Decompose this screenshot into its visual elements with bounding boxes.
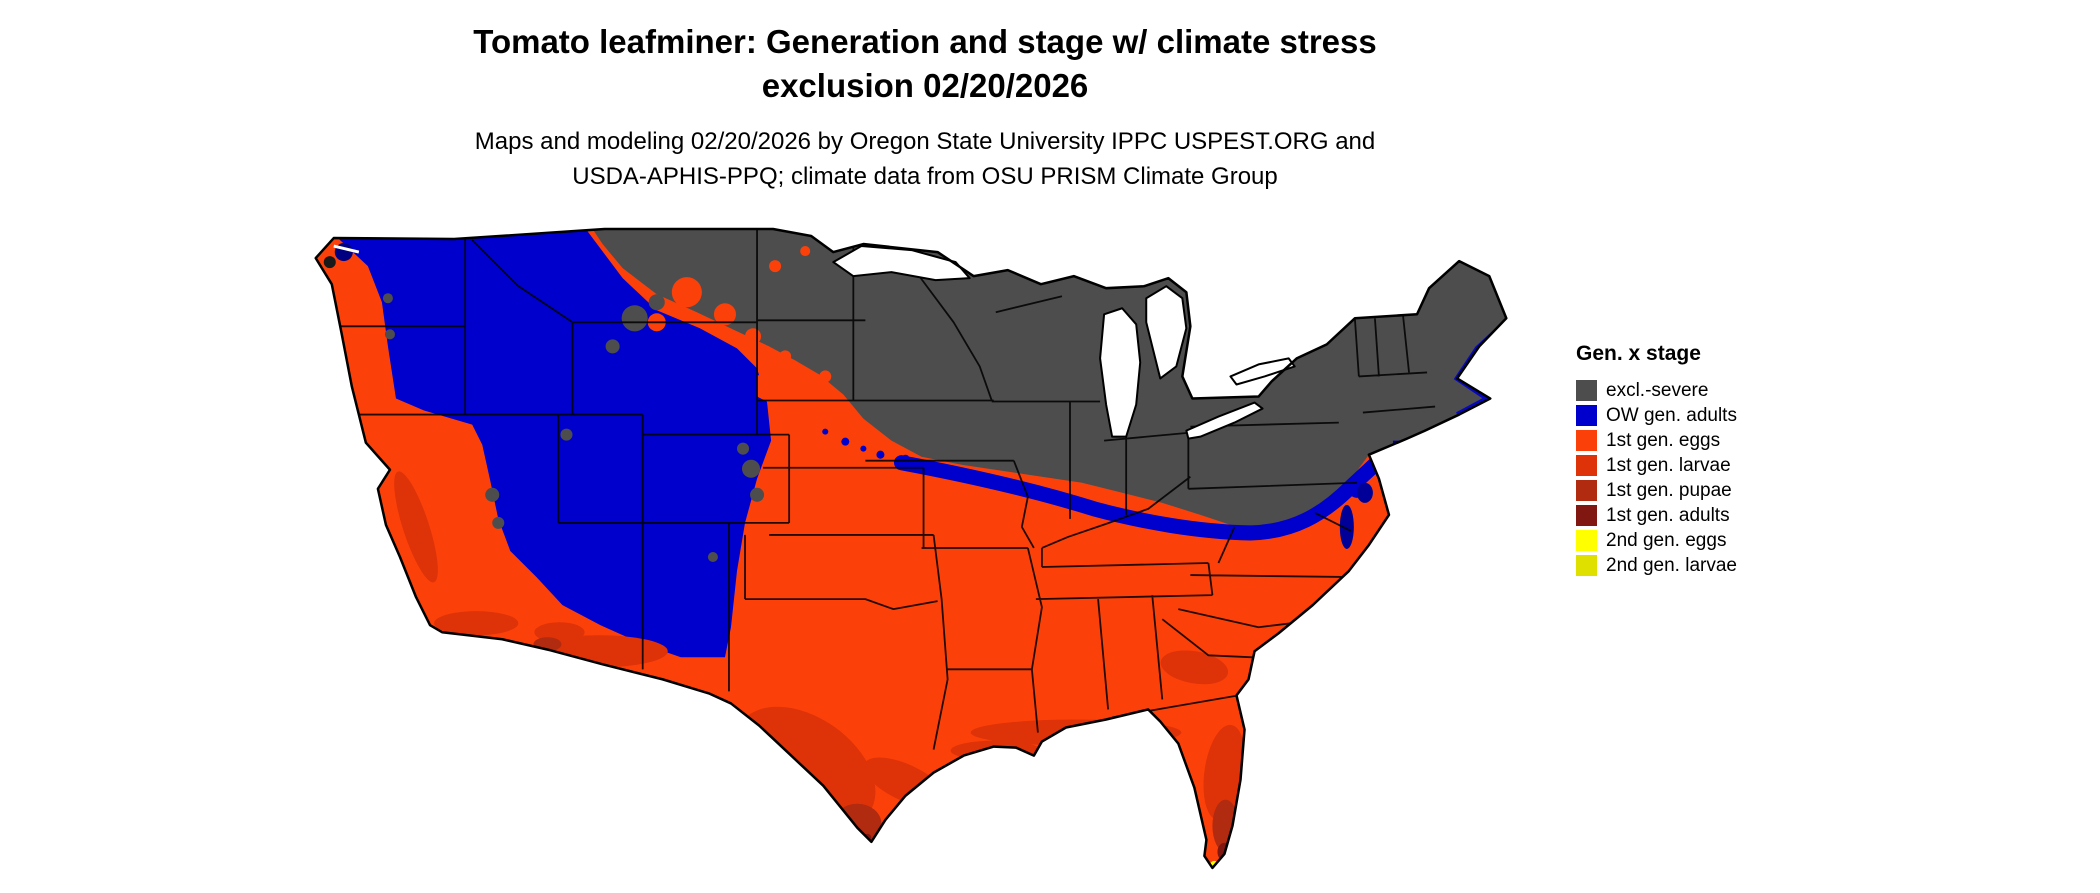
legend: Gen. x stage excl.-severe OW gen. adults…: [1576, 342, 1876, 578]
great-lakes: [832, 245, 1296, 440]
legend-title: Gen. x stage: [1576, 342, 1701, 365]
map-patch-puget-dark: [323, 243, 360, 269]
legend-item-2nd-gen-larvae: 2nd gen. larvae: [1576, 553, 1876, 578]
legend-swatch-1st-gen-larvae: [1576, 455, 1597, 476]
subtitle-line-2: USDA-APHIS-PPQ; climate data from OSU PR…: [572, 163, 1278, 190]
legend-swatch-1st-gen-adults: [1576, 505, 1597, 526]
subtitle-line-1: Maps and modeling 02/20/2026 by Oregon S…: [474, 128, 1376, 155]
legend-item-1st-gen-eggs: 1st gen. eggs: [1576, 428, 1876, 453]
title-line-2: exclusion 02/20/2026: [761, 67, 1089, 104]
legend-swatch-1st-gen-pupae: [1576, 480, 1597, 501]
map-region-second-gen: [1209, 860, 1220, 868]
legend-item-excl-severe: excl.-severe: [1576, 378, 1876, 403]
lake-superior: [832, 245, 971, 282]
legend-swatch-2nd-gen-larvae: [1576, 555, 1597, 576]
legend-swatch-ow-gen-adults: [1576, 405, 1597, 426]
figure-subtitle: Maps and modeling 02/20/2026 by Oregon S…: [0, 124, 1850, 194]
map-region-ow-adults-west: [337, 230, 772, 658]
lake-michigan: [1099, 307, 1142, 438]
legend-swatch-1st-gen-eggs: [1576, 430, 1597, 451]
legend-item-1st-gen-adults: 1st gen. adults: [1576, 503, 1876, 528]
legend-swatch-2nd-gen-eggs: [1576, 530, 1597, 551]
map-patches-excl-mountains: [382, 293, 765, 563]
figure-title: Tomato leafminer: Generation and stage w…: [0, 20, 1850, 108]
map-container: [303, 226, 1508, 888]
legend-swatch-excl-severe: [1576, 380, 1597, 401]
legend-item-2nd-gen-eggs: 2nd gen. eggs: [1576, 528, 1876, 553]
map-state-borders: [323, 229, 1436, 750]
us-outline: [314, 227, 1508, 870]
lake-ontario: [1229, 357, 1296, 386]
map-region-excl-severe-north: [590, 229, 1507, 527]
legend-item-1st-gen-larvae: 1st gen. larvae: [1576, 453, 1876, 478]
lake-huron: [1145, 285, 1188, 380]
legend-item-1st-gen-pupae: 1st gen. pupae: [1576, 478, 1876, 503]
title-line-1: Tomato leafminer: Generation and stage w…: [473, 23, 1377, 60]
legend-item-ow-gen-adults: OW gen. adults: [1576, 403, 1876, 428]
map-region-first-gen-adults: [863, 833, 1232, 861]
lake-erie: [1185, 401, 1264, 440]
us-map: [314, 227, 1508, 870]
